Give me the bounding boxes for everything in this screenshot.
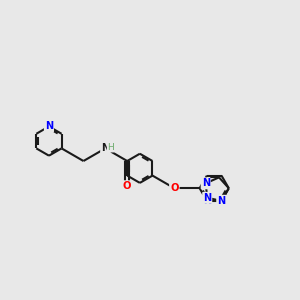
Text: N: N bbox=[218, 196, 226, 206]
Text: N: N bbox=[101, 143, 110, 153]
Text: N: N bbox=[45, 122, 53, 131]
Text: N: N bbox=[218, 196, 226, 206]
Text: O: O bbox=[123, 181, 131, 191]
Text: N: N bbox=[203, 196, 211, 206]
Text: H: H bbox=[107, 143, 114, 152]
Text: N: N bbox=[202, 178, 210, 188]
Text: N: N bbox=[203, 193, 211, 203]
Text: O: O bbox=[170, 183, 178, 193]
